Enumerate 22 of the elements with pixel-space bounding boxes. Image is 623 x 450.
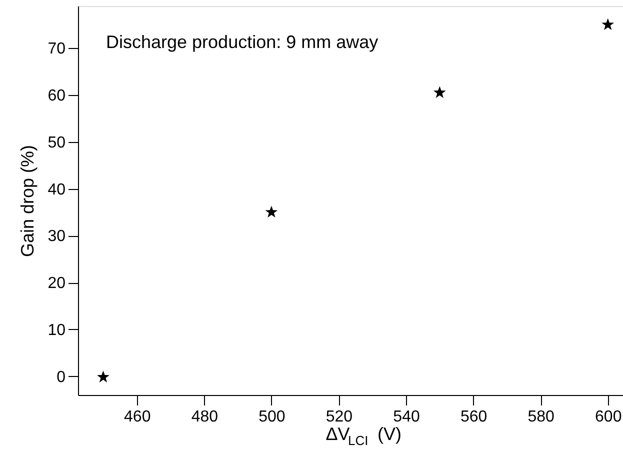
point — [433, 86, 446, 98]
x-tick-label: 580 — [528, 408, 555, 426]
y-tick-label: 40 — [48, 181, 66, 198]
y-tick-label: 70 — [48, 40, 66, 58]
y-tick-label: 30 — [48, 228, 66, 246]
x-tick-label: 520 — [326, 408, 353, 426]
x-tick-label: 460 — [124, 408, 151, 426]
y-tick-label: 50 — [48, 134, 66, 152]
annotation: Discharge production: 9 mm away — [106, 32, 378, 52]
x-tick-label: 480 — [191, 408, 218, 426]
x-tick-label: 540 — [393, 408, 420, 426]
point — [265, 206, 278, 218]
y-tick-label: 20 — [48, 275, 66, 292]
point — [602, 18, 614, 30]
point — [97, 370, 110, 382]
y-tick-label: 60 — [48, 88, 66, 105]
y-tick-label: 10 — [48, 322, 66, 339]
x-tick-label: 560 — [460, 408, 488, 426]
x-tick-label: 500 — [258, 408, 286, 426]
y-axis-title: Gain drop (%) — [18, 144, 38, 258]
y-tick-label: 0 — [56, 368, 66, 386]
x-tick-label: 600 — [595, 408, 622, 426]
